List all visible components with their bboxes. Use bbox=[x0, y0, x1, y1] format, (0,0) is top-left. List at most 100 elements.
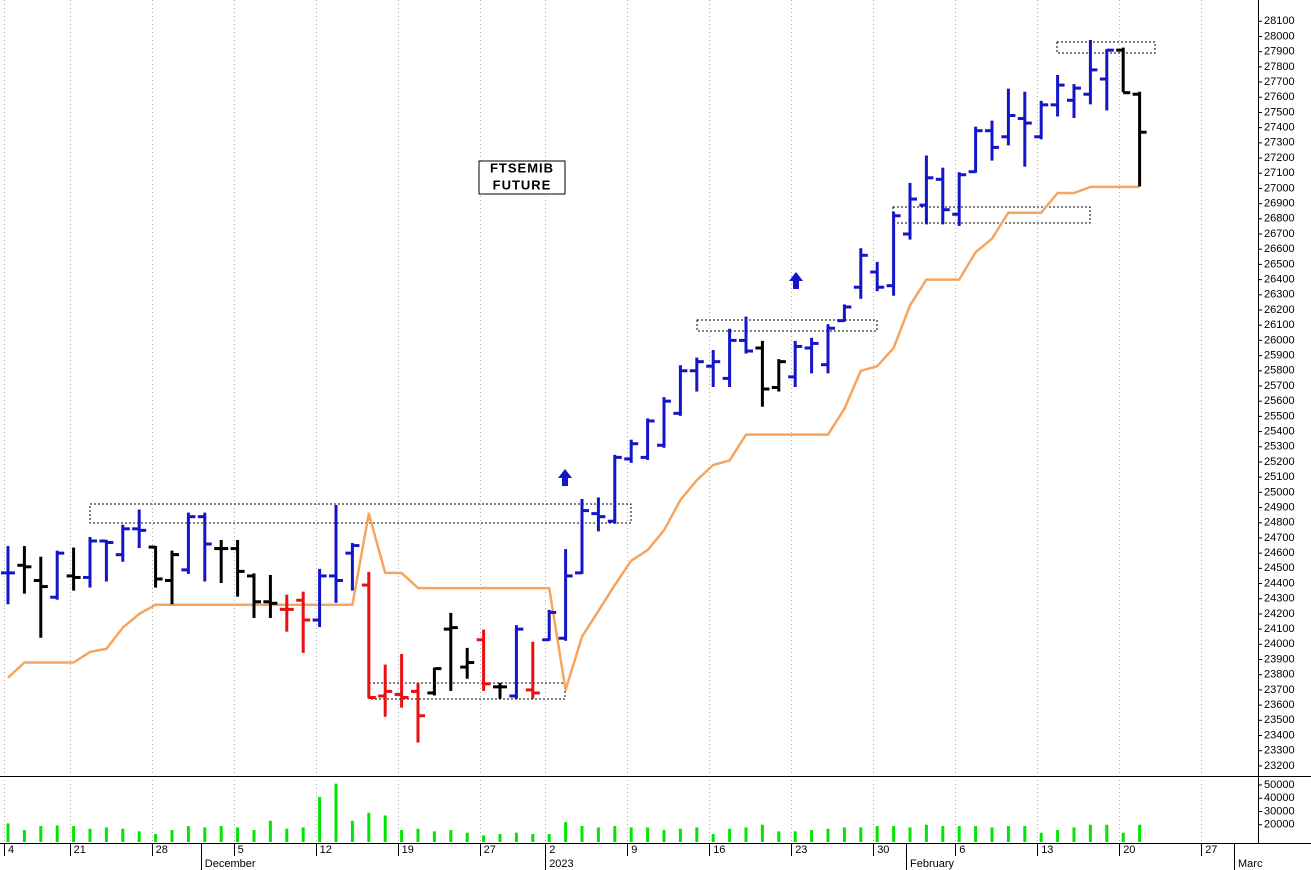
y-tick-label: 28000 bbox=[1264, 30, 1295, 42]
y-tick-label: 25100 bbox=[1264, 471, 1295, 483]
volume-bar bbox=[974, 826, 978, 842]
volume-bar bbox=[383, 815, 387, 842]
signal-arrow bbox=[789, 272, 803, 289]
y-tick-label: 26700 bbox=[1264, 228, 1295, 240]
x-tick-label: 4 bbox=[8, 844, 14, 856]
volume-bar bbox=[892, 826, 896, 842]
y-tick-label: 27900 bbox=[1264, 46, 1295, 58]
y-tick-label: 50000 bbox=[1264, 779, 1295, 791]
signals bbox=[558, 272, 803, 486]
x-tick-label: 12 bbox=[320, 844, 332, 856]
volume-bar bbox=[662, 830, 666, 842]
month-label: Marc bbox=[1238, 858, 1263, 870]
y-tick-label: 26000 bbox=[1264, 334, 1295, 346]
y-tick-label: 24600 bbox=[1264, 547, 1295, 559]
volume-bar bbox=[432, 831, 436, 842]
volume-bar bbox=[1138, 824, 1142, 842]
title-line: FTSEMIB bbox=[490, 160, 554, 175]
y-tick-label: 28100 bbox=[1264, 15, 1295, 27]
volume-bar bbox=[728, 828, 732, 842]
plot bbox=[1, 40, 1147, 842]
volume-bar bbox=[1088, 824, 1092, 842]
y-tick-label: 23900 bbox=[1264, 653, 1295, 665]
y-tick-label: 27000 bbox=[1264, 182, 1295, 194]
stop-line bbox=[7, 185, 1140, 692]
volume-bar bbox=[629, 827, 633, 842]
y-tick-label: 23500 bbox=[1264, 714, 1295, 726]
zone-box bbox=[696, 319, 878, 332]
title-box bbox=[478, 160, 566, 195]
y-tick-label: 27200 bbox=[1264, 152, 1295, 164]
y-tick-label: 40000 bbox=[1264, 792, 1295, 804]
y-tick-label: 25800 bbox=[1264, 365, 1295, 377]
x-tick-label: 6 bbox=[959, 844, 965, 856]
y-tick-label: 24900 bbox=[1264, 501, 1295, 513]
volume-bar bbox=[498, 834, 502, 842]
volume-bar bbox=[1039, 832, 1043, 842]
x-tick-label: 30 bbox=[877, 844, 889, 856]
x-tick-label: 20 bbox=[1123, 844, 1135, 856]
volume-bar bbox=[449, 830, 453, 842]
y-tick-label: 26900 bbox=[1264, 198, 1295, 210]
y-tick-label: 25900 bbox=[1264, 349, 1295, 361]
volume-bar bbox=[564, 822, 568, 842]
volume-bar bbox=[760, 824, 764, 842]
volume-bar bbox=[285, 828, 289, 842]
volume-bar bbox=[514, 832, 518, 842]
x-tick-label: 21 bbox=[74, 844, 86, 856]
volume-bar bbox=[1056, 830, 1060, 842]
volume-bar bbox=[154, 834, 158, 842]
y-tick-label: 27700 bbox=[1264, 76, 1295, 88]
title-line: FUTURE bbox=[493, 177, 552, 192]
y-tick-label: 24400 bbox=[1264, 577, 1295, 589]
y-tick-label: 23800 bbox=[1264, 669, 1295, 681]
x-tick-label: 19 bbox=[402, 844, 414, 856]
y-tick-label: 26400 bbox=[1264, 274, 1295, 286]
volume-bar bbox=[1023, 826, 1027, 842]
volume-bar bbox=[941, 826, 945, 842]
x-tick-label: 16 bbox=[713, 844, 725, 856]
x-tick-label: 5 bbox=[238, 844, 244, 856]
volume-bar bbox=[186, 826, 190, 842]
volume-bar bbox=[203, 827, 207, 842]
volume-bar bbox=[350, 820, 354, 842]
y-tick-label: 27400 bbox=[1264, 122, 1295, 134]
y-tick-label: 25200 bbox=[1264, 456, 1295, 468]
volume-bar bbox=[137, 831, 141, 842]
y-tick-label: 24500 bbox=[1264, 562, 1295, 574]
volume-bar bbox=[1105, 824, 1109, 842]
y-tick-label: 25000 bbox=[1264, 486, 1295, 498]
x-tick-label: 23 bbox=[795, 844, 807, 856]
y-tick-label: 24200 bbox=[1264, 608, 1295, 620]
volume-bar bbox=[318, 796, 322, 842]
volume-bar bbox=[711, 834, 715, 842]
signal-arrow bbox=[558, 469, 572, 486]
frame bbox=[0, 0, 1311, 844]
volume-bar bbox=[793, 831, 797, 842]
month-label: February bbox=[910, 858, 955, 870]
volume-bar bbox=[924, 824, 928, 842]
volume-bar bbox=[580, 826, 584, 842]
volume-bar bbox=[1072, 827, 1076, 842]
volume-bar bbox=[596, 827, 600, 842]
volume-bar bbox=[547, 834, 551, 842]
y-tick-label: 25300 bbox=[1264, 441, 1295, 453]
y-tick-label: 30000 bbox=[1264, 805, 1295, 817]
month-label: 2023 bbox=[549, 858, 573, 870]
volume-bar bbox=[777, 831, 781, 842]
y-tick-label: 27300 bbox=[1264, 137, 1295, 149]
y-tick-label: 26800 bbox=[1264, 213, 1295, 225]
volume-bar bbox=[334, 783, 338, 842]
volume-bar bbox=[531, 834, 535, 842]
y-tick-label: 24100 bbox=[1264, 623, 1295, 635]
volume-bar bbox=[6, 823, 10, 842]
y-tick-label: 23600 bbox=[1264, 699, 1295, 711]
volume-bar bbox=[744, 827, 748, 842]
month-label: December bbox=[205, 858, 256, 870]
y-tick-label: 24000 bbox=[1264, 638, 1295, 650]
y-tick-label: 27500 bbox=[1264, 106, 1295, 118]
y-tick-label: 24800 bbox=[1264, 517, 1295, 529]
volume-bar bbox=[252, 830, 256, 842]
